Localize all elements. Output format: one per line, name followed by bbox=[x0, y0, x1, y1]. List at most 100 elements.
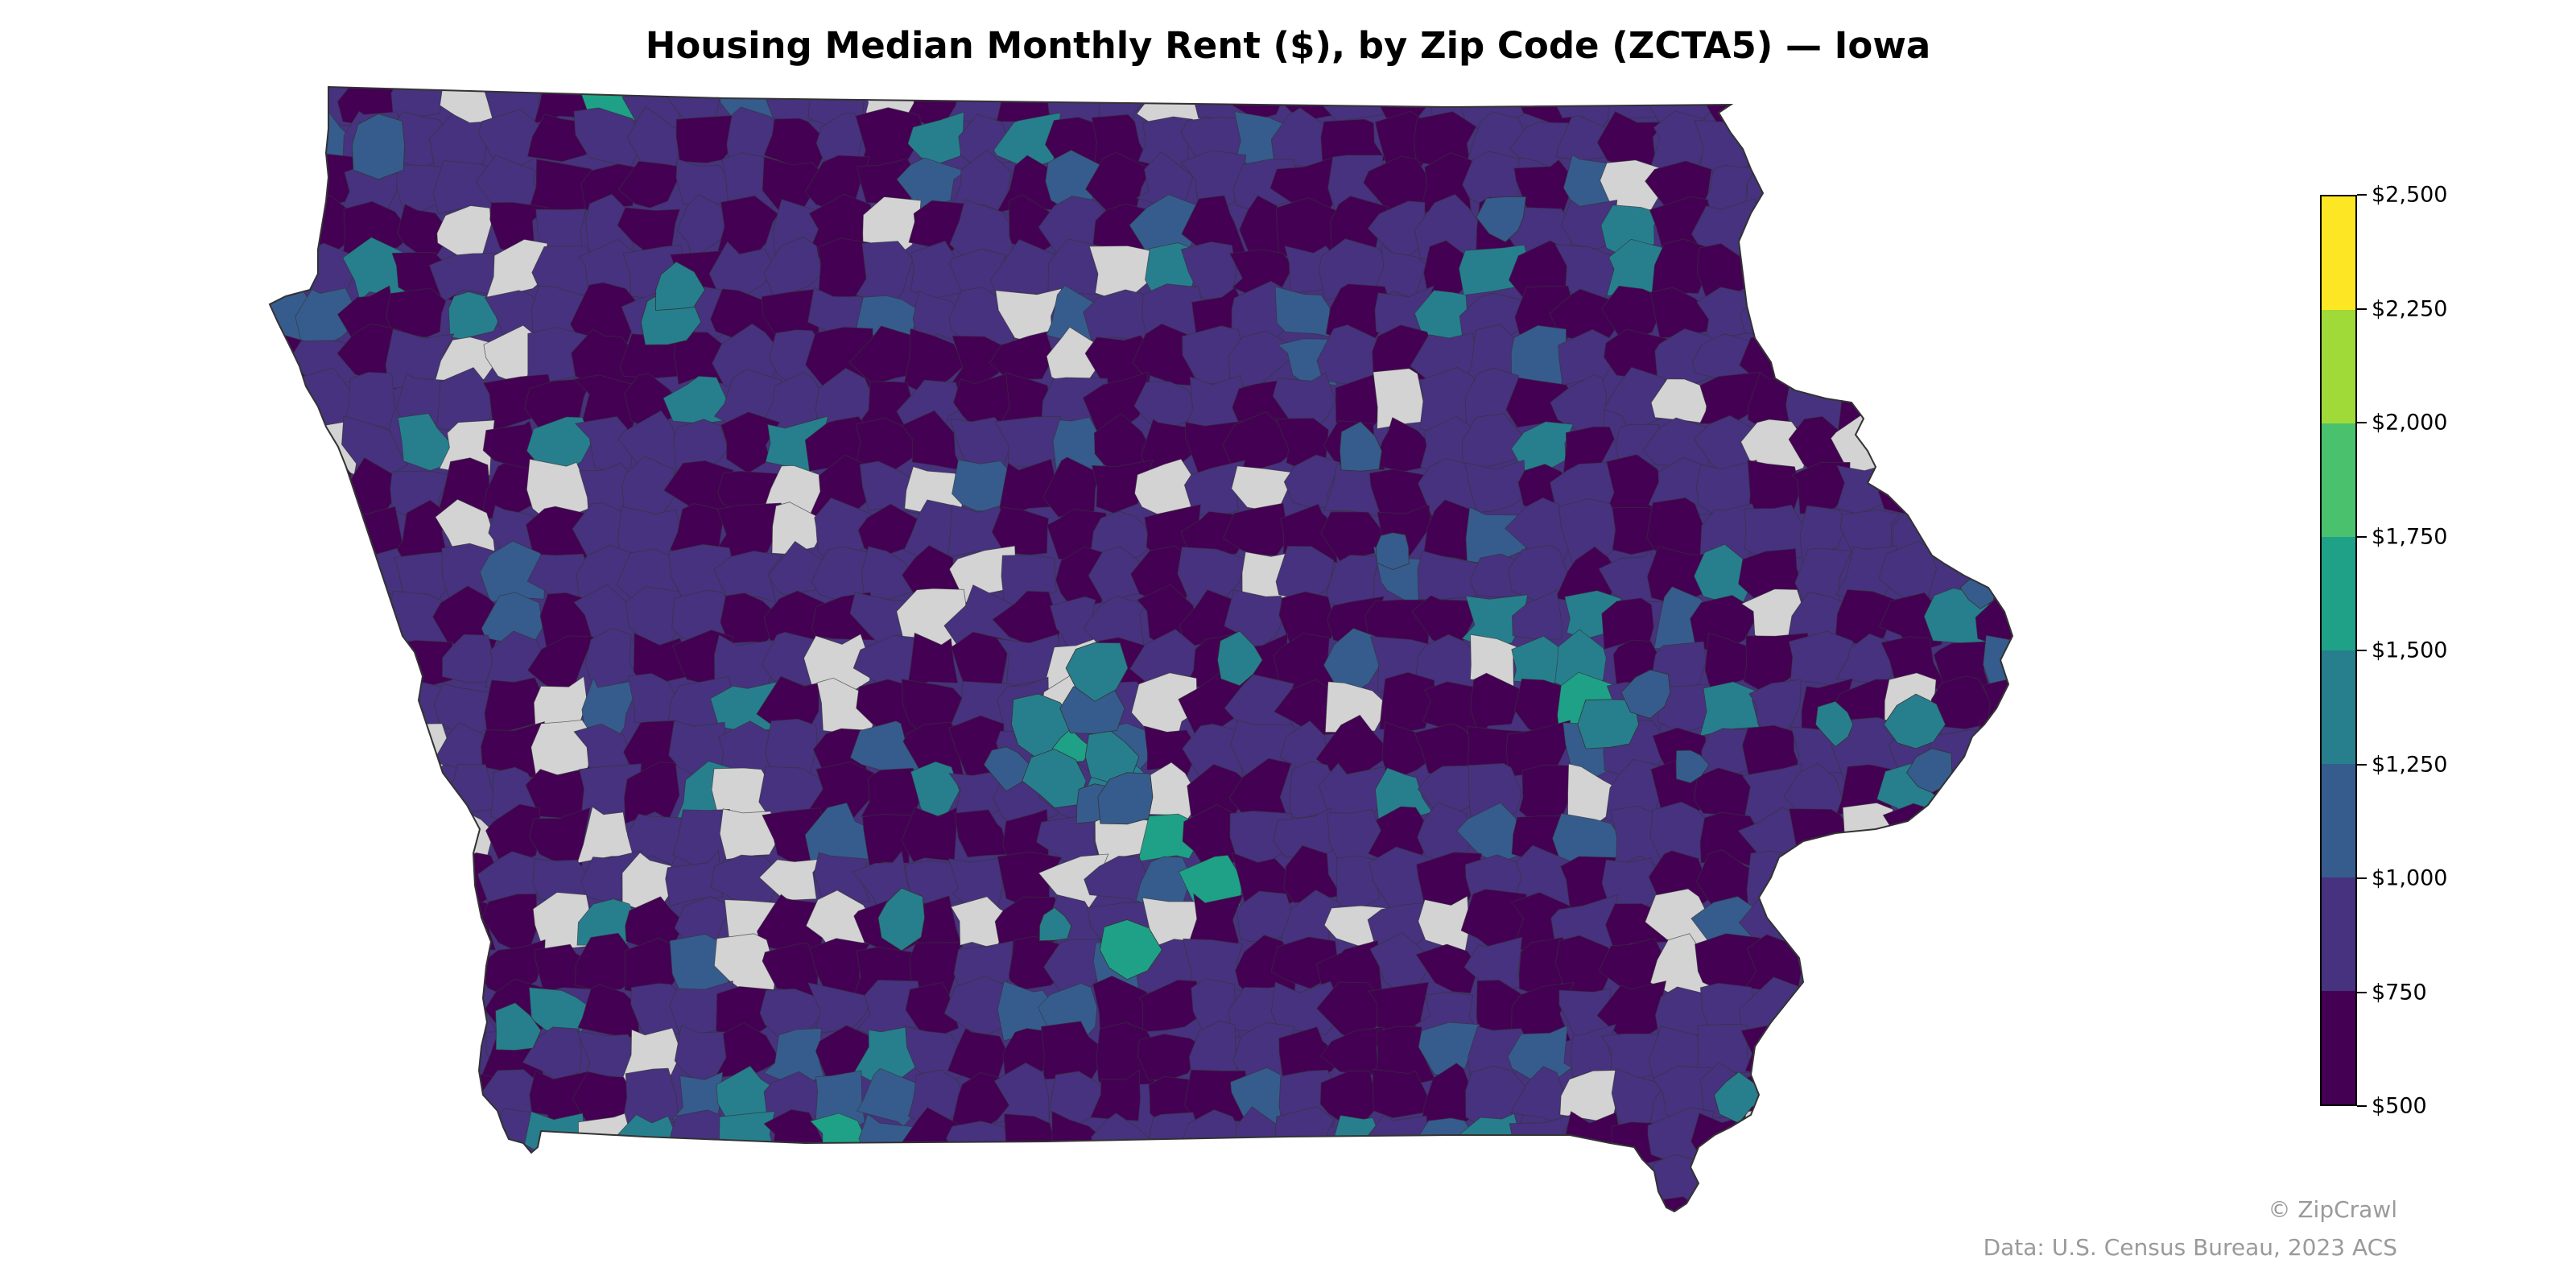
zcta-area bbox=[1783, 251, 1857, 299]
zcta-area bbox=[906, 632, 959, 689]
zcta-area bbox=[1090, 1069, 1141, 1121]
zcta-area bbox=[1223, 1195, 1294, 1212]
zcta-area bbox=[1371, 1203, 1425, 1212]
zcta-area bbox=[1886, 901, 1944, 954]
zcta-area bbox=[618, 160, 685, 208]
zcta-area bbox=[1046, 1199, 1106, 1212]
zcta-area bbox=[1323, 87, 1387, 126]
zcta-area bbox=[716, 195, 779, 262]
zcta-area bbox=[1984, 87, 2013, 126]
zcta-area bbox=[573, 584, 638, 642]
zcta-area bbox=[1936, 1071, 1992, 1125]
zcta-area bbox=[1885, 285, 1939, 349]
zcta-area bbox=[1979, 889, 2013, 958]
zcta-area bbox=[1558, 498, 1627, 566]
zcta-area bbox=[1978, 163, 2013, 219]
zcta-area bbox=[2025, 721, 2083, 784]
zcta-area bbox=[1837, 847, 1897, 906]
zcta-area bbox=[1222, 411, 1298, 472]
zcta-area bbox=[1138, 979, 1208, 1033]
zcta-area bbox=[621, 456, 675, 525]
zcta-area bbox=[341, 1199, 405, 1212]
zcta-area bbox=[270, 728, 315, 778]
zcta-area bbox=[728, 1203, 778, 1212]
zcta-area bbox=[1880, 157, 1946, 217]
zcta-area bbox=[1187, 1200, 1251, 1212]
zcta-area bbox=[1933, 1154, 1999, 1212]
zcta-area bbox=[1876, 411, 1949, 476]
zcta-area bbox=[1675, 749, 1710, 784]
zcta-area bbox=[1929, 861, 1992, 906]
colorbar-tick-label: $2,500 bbox=[2372, 182, 2448, 208]
zcta-area bbox=[1929, 1030, 1997, 1088]
zcta-area bbox=[1883, 693, 1946, 749]
zcta-area bbox=[903, 328, 965, 394]
zcta-area bbox=[270, 976, 310, 1042]
zcta-area bbox=[578, 1156, 641, 1212]
zcta-area bbox=[2029, 163, 2087, 213]
zcta-area bbox=[1837, 242, 1894, 303]
zcta-area bbox=[341, 1021, 408, 1086]
zcta-area bbox=[2021, 504, 2082, 567]
zcta-area bbox=[436, 1193, 497, 1212]
zcta-area bbox=[626, 813, 687, 866]
zcta-area bbox=[670, 1158, 737, 1212]
zcta-area bbox=[1224, 589, 1283, 654]
zcta-area bbox=[1798, 1198, 1860, 1212]
zcta-area bbox=[1791, 461, 1851, 514]
zcta-area bbox=[290, 717, 353, 780]
zcta-area bbox=[437, 1157, 499, 1210]
zcta-area bbox=[1926, 113, 1998, 175]
zcta-area bbox=[270, 155, 307, 211]
zcta-area bbox=[2021, 806, 2089, 870]
zcta-area bbox=[299, 763, 360, 825]
zcta-area bbox=[1698, 1200, 1765, 1212]
zcta-area bbox=[1838, 164, 1903, 215]
zcta-area bbox=[387, 1107, 451, 1172]
zcta-area bbox=[293, 853, 361, 901]
zcta-area bbox=[579, 1198, 630, 1212]
zcta-area bbox=[270, 1113, 314, 1169]
zcta-area bbox=[1273, 807, 1333, 859]
zcta-area bbox=[1177, 547, 1249, 613]
zcta-area bbox=[1379, 671, 1435, 733]
zcta-area bbox=[1883, 114, 1946, 163]
zcta-area bbox=[855, 241, 914, 305]
zcta-area bbox=[1881, 933, 1946, 998]
zcta-area bbox=[1785, 156, 1853, 215]
state-outline bbox=[268, 85, 2014, 1213]
zcta-area bbox=[1842, 1026, 1901, 1086]
zcta-area bbox=[1739, 283, 1806, 342]
zcta-area bbox=[342, 1113, 402, 1168]
zcta-area bbox=[390, 87, 448, 117]
zcta-area bbox=[1886, 852, 1948, 912]
zcta-area bbox=[676, 194, 735, 260]
zcta-area bbox=[1415, 943, 1479, 994]
zcta-area bbox=[1611, 1067, 1666, 1132]
zcta-area bbox=[1886, 333, 1944, 382]
zcta-area bbox=[1183, 460, 1246, 519]
zcta-area bbox=[270, 87, 318, 130]
zcta-area bbox=[655, 261, 706, 311]
zcta-area bbox=[1785, 1161, 1854, 1212]
zcta-area bbox=[2019, 1113, 2087, 1171]
zcta-area bbox=[389, 1069, 456, 1129]
zcta-area bbox=[811, 1157, 871, 1212]
zcta-area bbox=[2021, 894, 2077, 953]
colorbar-tick bbox=[2357, 535, 2367, 538]
zcta-area bbox=[530, 1197, 591, 1212]
colorbar-tick-label: $1,750 bbox=[2372, 524, 2448, 549]
zcta-area bbox=[762, 156, 832, 214]
zcta-area bbox=[270, 851, 310, 910]
colorbar-tick-label: $2,000 bbox=[2372, 410, 2448, 436]
colorbar-bin bbox=[2322, 310, 2355, 423]
zcta-area bbox=[1988, 335, 2013, 385]
zcta-area bbox=[1831, 1157, 1902, 1212]
zcta-area bbox=[1280, 1160, 1338, 1209]
zcta-area bbox=[338, 1073, 413, 1129]
zcta-area bbox=[338, 723, 402, 781]
zcta-area bbox=[1975, 417, 2013, 477]
zcta-area bbox=[994, 1165, 1059, 1212]
zcta-area bbox=[1843, 87, 1908, 130]
zcta-area bbox=[1800, 1111, 1844, 1173]
